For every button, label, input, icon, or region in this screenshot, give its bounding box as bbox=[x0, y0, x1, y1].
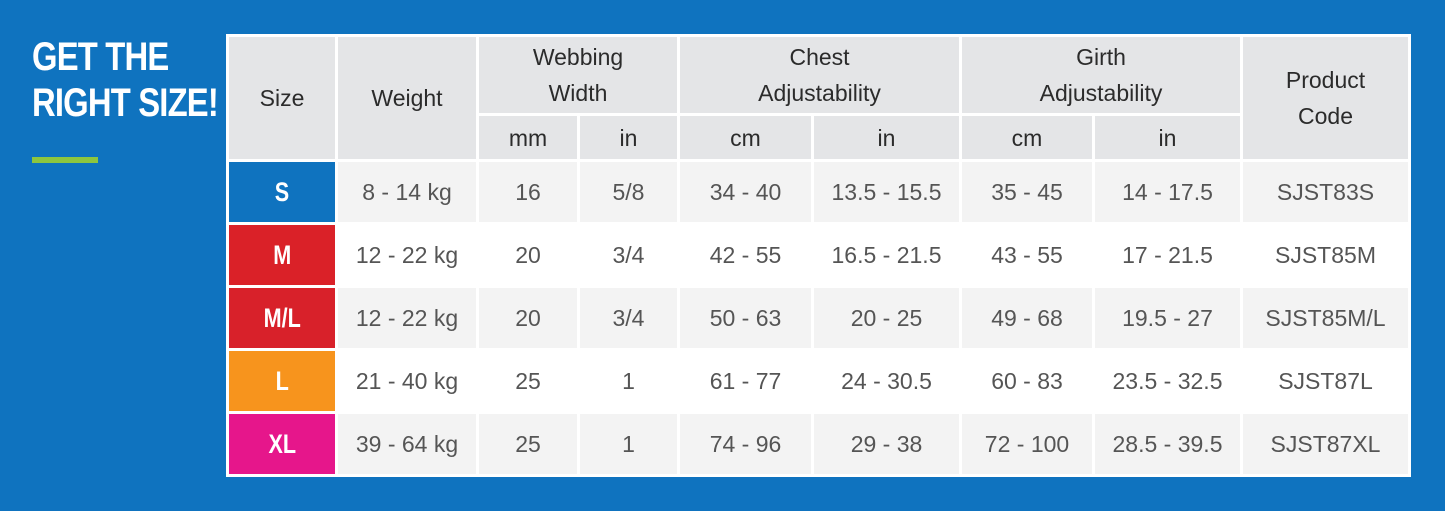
size-label: L bbox=[275, 365, 289, 396]
size-badge-l: L bbox=[229, 351, 335, 411]
size-badge-s: S bbox=[229, 162, 335, 222]
chest-in-cell: 24 - 30.5 bbox=[814, 351, 959, 411]
webbing-in-cell: 3/4 bbox=[580, 225, 677, 285]
header-product-code-label: Product Code bbox=[1285, 67, 1366, 129]
product-code-cell: SJST87L bbox=[1243, 351, 1408, 411]
webbing-mm-cell: 25 bbox=[479, 414, 577, 474]
page-title: GET THE RIGHT SIZE! bbox=[32, 34, 219, 126]
weight-cell: 8 - 14 kg bbox=[338, 162, 476, 222]
webbing-mm-cell: 25 bbox=[479, 351, 577, 411]
girth-cm-cell: 49 - 68 bbox=[962, 288, 1092, 348]
header-weight: Weight bbox=[338, 37, 476, 159]
product-code-cell: SJST83S bbox=[1243, 162, 1408, 222]
page-title-line-1: GET THE bbox=[32, 35, 169, 79]
table-row: XL 39 - 64 kg 25 1 74 - 96 29 - 38 72 - … bbox=[229, 414, 1408, 474]
chest-cm-cell: 61 - 77 bbox=[680, 351, 811, 411]
header-product-code: Product Code bbox=[1243, 37, 1408, 159]
chest-in-cell: 29 - 38 bbox=[814, 414, 959, 474]
table-row: L 21 - 40 kg 25 1 61 - 77 24 - 30.5 60 -… bbox=[229, 351, 1408, 411]
size-badge-m: M bbox=[229, 225, 335, 285]
product-code-cell: SJST85M bbox=[1243, 225, 1408, 285]
webbing-mm-cell: 20 bbox=[479, 288, 577, 348]
size-badge-ml: M/L bbox=[229, 288, 335, 348]
table-row: M 12 - 22 kg 20 3/4 42 - 55 16.5 - 21.5 … bbox=[229, 225, 1408, 285]
chest-cm-cell: 50 - 63 bbox=[680, 288, 811, 348]
girth-cm-cell: 35 - 45 bbox=[962, 162, 1092, 222]
header-size: Size bbox=[229, 37, 335, 159]
weight-cell: 39 - 64 kg bbox=[338, 414, 476, 474]
chest-cm-cell: 74 - 96 bbox=[680, 414, 811, 474]
header-webbing-width-label: Webbing Width bbox=[532, 44, 624, 106]
girth-in-cell: 14 - 17.5 bbox=[1095, 162, 1240, 222]
size-badge-xl: XL bbox=[229, 414, 335, 474]
webbing-mm-cell: 20 bbox=[479, 225, 577, 285]
page-title-line-2: RIGHT SIZE! bbox=[32, 81, 219, 125]
webbing-mm-cell: 16 bbox=[479, 162, 577, 222]
girth-in-cell: 17 - 21.5 bbox=[1095, 225, 1240, 285]
subheader-girth-cm: cm bbox=[962, 116, 1092, 159]
girth-cm-cell: 60 - 83 bbox=[962, 351, 1092, 411]
weight-cell: 12 - 22 kg bbox=[338, 225, 476, 285]
webbing-in-cell: 5/8 bbox=[580, 162, 677, 222]
weight-cell: 12 - 22 kg bbox=[338, 288, 476, 348]
chest-in-cell: 16.5 - 21.5 bbox=[814, 225, 959, 285]
chest-cm-cell: 42 - 55 bbox=[680, 225, 811, 285]
chest-cm-cell: 34 - 40 bbox=[680, 162, 811, 222]
size-label: M/L bbox=[263, 302, 301, 333]
product-code-cell: SJST85M/L bbox=[1243, 288, 1408, 348]
chest-in-cell: 13.5 - 15.5 bbox=[814, 162, 959, 222]
girth-cm-cell: 43 - 55 bbox=[962, 225, 1092, 285]
header-chest-label: Chest Adjustability bbox=[758, 44, 881, 106]
webbing-in-cell: 3/4 bbox=[580, 288, 677, 348]
weight-cell: 21 - 40 kg bbox=[338, 351, 476, 411]
accent-divider bbox=[32, 157, 98, 163]
table-row: S 8 - 14 kg 16 5/8 34 - 40 13.5 - 15.5 3… bbox=[229, 162, 1408, 222]
chest-in-cell: 20 - 25 bbox=[814, 288, 959, 348]
size-label: M bbox=[273, 239, 291, 270]
subheader-chest-cm: cm bbox=[680, 116, 811, 159]
subheader-girth-in: in bbox=[1095, 116, 1240, 159]
subheader-chest-in: in bbox=[814, 116, 959, 159]
header-girth-label: Girth Adjustability bbox=[1039, 44, 1163, 106]
header-webbing-width: Webbing Width bbox=[479, 37, 677, 113]
girth-in-cell: 19.5 - 27 bbox=[1095, 288, 1240, 348]
size-chart-table: Size Weight Webbing Width Chest Adjustab… bbox=[226, 34, 1411, 477]
girth-cm-cell: 72 - 100 bbox=[962, 414, 1092, 474]
size-label: S bbox=[274, 176, 290, 207]
webbing-in-cell: 1 bbox=[580, 414, 677, 474]
header-girth-adjustability: Girth Adjustability bbox=[962, 37, 1240, 113]
product-code-cell: SJST87XL bbox=[1243, 414, 1408, 474]
girth-in-cell: 23.5 - 32.5 bbox=[1095, 351, 1240, 411]
subheader-webbing-mm: mm bbox=[479, 116, 577, 159]
subheader-webbing-in: in bbox=[580, 116, 677, 159]
table-row: M/L 12 - 22 kg 20 3/4 50 - 63 20 - 25 49… bbox=[229, 288, 1408, 348]
header-chest-adjustability: Chest Adjustability bbox=[680, 37, 959, 113]
girth-in-cell: 28.5 - 39.5 bbox=[1095, 414, 1240, 474]
size-chart-panel: Size Weight Webbing Width Chest Adjustab… bbox=[226, 34, 1411, 477]
webbing-in-cell: 1 bbox=[580, 351, 677, 411]
size-label: XL bbox=[268, 428, 296, 459]
